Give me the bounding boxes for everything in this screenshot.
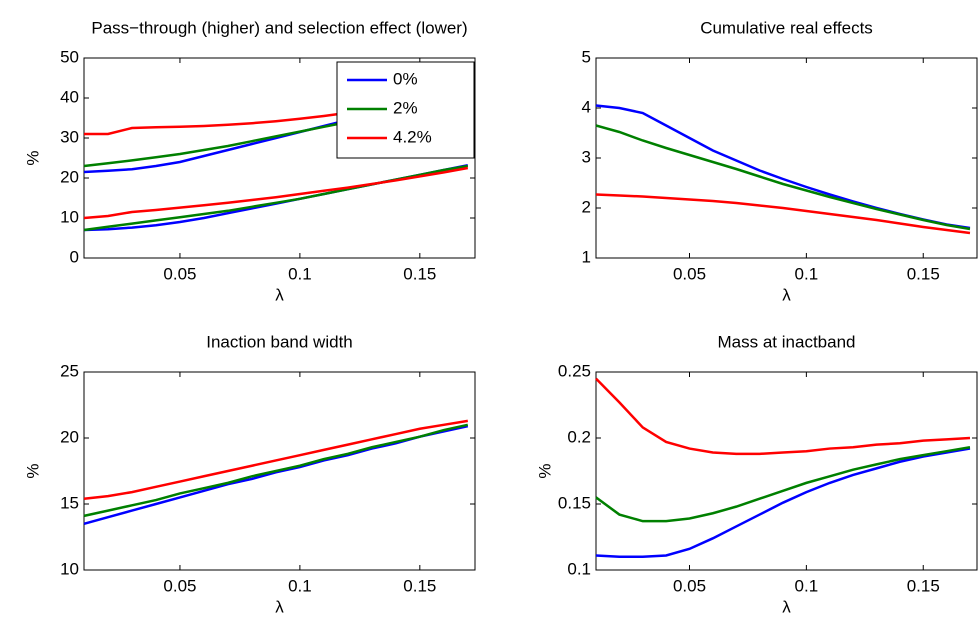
y-tick-label: 15 <box>60 493 79 512</box>
x-axis-label: λ <box>275 285 284 304</box>
legend-label: 0% <box>393 69 418 88</box>
y-tick-label: 0.2 <box>567 427 591 446</box>
y-tick-label: 25 <box>60 361 79 380</box>
axes-box <box>83 371 476 571</box>
axes-box <box>595 57 978 259</box>
axes-box <box>83 57 476 259</box>
line <box>595 124 971 231</box>
y-axis-label: % <box>535 463 554 478</box>
y-tick-label: 4 <box>582 97 591 116</box>
y-tick-label: 20 <box>60 427 79 446</box>
y-tick-label: 0 <box>70 247 79 266</box>
line <box>595 193 971 235</box>
x-tick-label: 0.15 <box>403 576 436 595</box>
x-tick-label: 0.05 <box>163 576 196 595</box>
y-tick-label: 3 <box>582 147 591 166</box>
x-tick-label: 0.15 <box>907 576 940 595</box>
x-axis-label: λ <box>275 597 284 616</box>
y-axis-label: % <box>23 150 42 165</box>
y-tick-label: 0.15 <box>558 493 591 512</box>
x-tick-label: 0.05 <box>163 264 196 283</box>
x-tick-label: 0.1 <box>795 264 819 283</box>
y-tick-label: 1 <box>582 247 591 266</box>
y-tick-label: 20 <box>60 167 79 186</box>
line <box>595 104 971 230</box>
x-axis-label: λ <box>782 285 791 304</box>
x-tick-label: 0.15 <box>403 264 436 283</box>
line <box>83 166 469 220</box>
axes-box <box>595 371 978 571</box>
subplot-title: Inaction band width <box>206 332 353 351</box>
y-tick-label: 10 <box>60 559 79 578</box>
legend-label: 2% <box>393 98 418 117</box>
x-tick-label: 0.1 <box>795 576 819 595</box>
legend: 0% 2% 4.2% <box>336 61 475 159</box>
y-tick-label: 0.25 <box>558 361 591 380</box>
x-tick-label: 0.05 <box>673 264 706 283</box>
x-axis-label: λ <box>782 597 791 616</box>
line <box>595 447 971 559</box>
subplot-title: Pass−through (higher) and selection effe… <box>91 18 467 37</box>
subplot-title: Cumulative real effects <box>700 18 873 37</box>
x-tick-label: 0.15 <box>907 264 940 283</box>
x-tick-label: 0.1 <box>288 576 312 595</box>
line <box>83 424 469 526</box>
y-tick-label: 30 <box>60 127 79 146</box>
line <box>83 419 469 500</box>
y-tick-label: 0.1 <box>567 559 591 578</box>
y-tick-label: 40 <box>60 87 79 106</box>
y-tick-label: 2 <box>582 197 591 216</box>
subplot-title: Mass at inactband <box>718 332 856 351</box>
line <box>595 377 971 456</box>
y-axis-label: % <box>23 463 42 478</box>
x-tick-label: 0.1 <box>288 264 312 283</box>
line <box>83 423 469 518</box>
x-tick-label: 0.05 <box>673 576 706 595</box>
y-tick-label: 50 <box>60 47 79 66</box>
y-tick-label: 5 <box>582 47 591 66</box>
y-tick-label: 10 <box>60 207 79 226</box>
line <box>595 446 971 523</box>
legend-label: 4.2% <box>393 127 432 146</box>
